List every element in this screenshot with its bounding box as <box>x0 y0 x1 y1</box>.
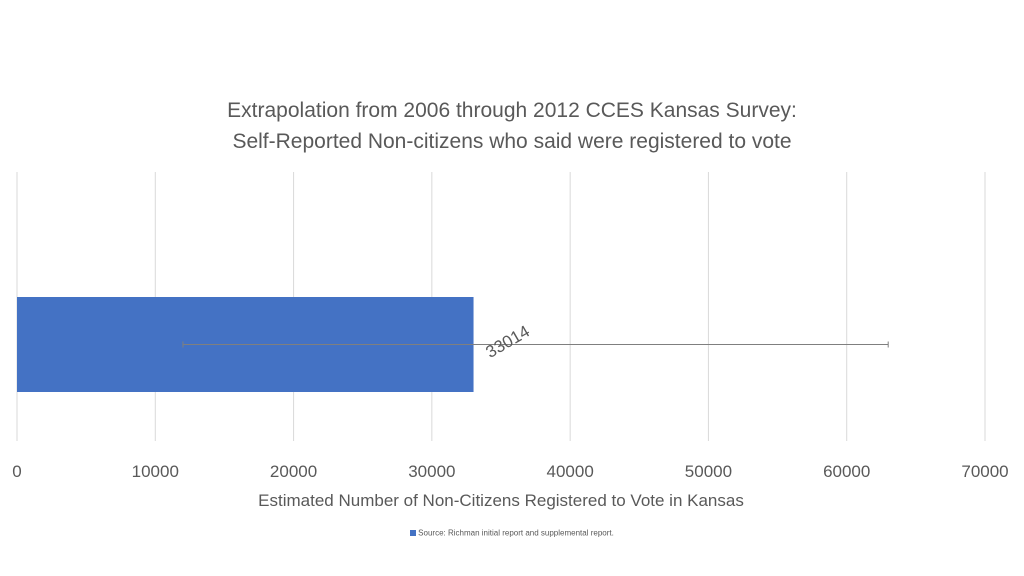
x-tick-label: 20000 <box>270 462 317 481</box>
data-label: 33014 <box>483 322 533 362</box>
x-tick-label: 70000 <box>961 462 1008 481</box>
legend-swatch <box>410 529 417 536</box>
x-tick-labels: 0 10000 20000 30000 40000 50000 60000 70000 <box>12 462 1008 481</box>
chart-title: Extrapolation from 2006 through 2012 CCE… <box>227 99 797 122</box>
x-tick-label: 10000 <box>132 462 179 481</box>
x-tick-label: 60000 <box>823 462 870 481</box>
x-tick-label: 40000 <box>547 462 594 481</box>
x-tick-label: 0 <box>12 462 21 481</box>
gridlines <box>16 172 986 441</box>
chart-subtitle: Self-Reported Non-citizens who said were… <box>232 130 792 153</box>
x-axis-label: Estimated Number of Non-Citizens Registe… <box>258 491 744 510</box>
x-tick-label: 30000 <box>408 462 455 481</box>
error-bars <box>182 341 889 348</box>
x-tick-label: 50000 <box>685 462 732 481</box>
legend-label: Source: Richman initial report and suppl… <box>418 528 614 538</box>
data-labels: 33014 <box>483 322 533 362</box>
legend: Source: Richman initial report and suppl… <box>0 528 1024 537</box>
